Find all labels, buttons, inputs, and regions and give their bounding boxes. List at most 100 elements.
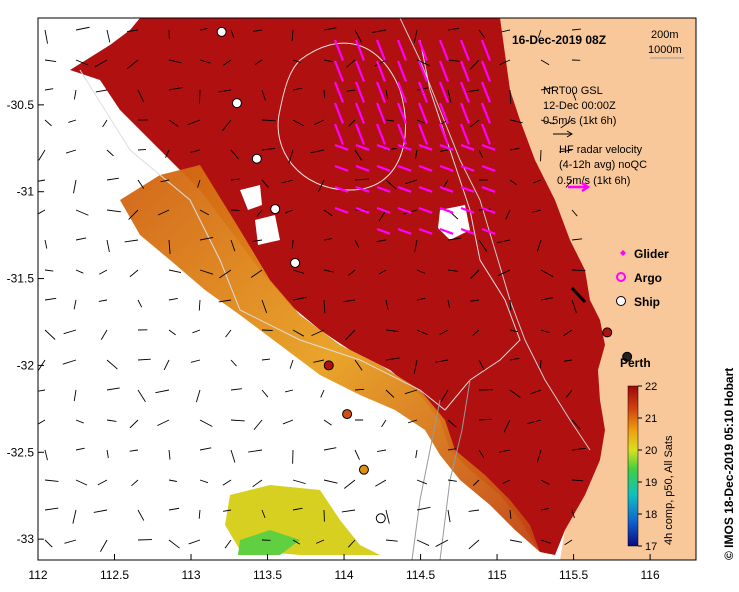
model-arrow (416, 297, 426, 301)
platform-legend-glider: Glider (634, 247, 669, 261)
model-arrow (248, 449, 263, 453)
model-arrow (198, 299, 201, 311)
model-arrow (313, 359, 325, 363)
model-arrow (413, 359, 418, 374)
model-arrow (75, 237, 87, 241)
radar-arrow (333, 81, 344, 103)
isobath-200m (399, 18, 591, 451)
model-arrow (509, 119, 523, 124)
radar-arrow (417, 39, 428, 61)
model-arrow (221, 119, 232, 132)
radar-arrow (438, 39, 449, 61)
model-arrow (530, 389, 542, 395)
model-arrow (385, 539, 398, 542)
model-arrow (536, 239, 542, 252)
radar-arrow (354, 60, 365, 82)
model-arrow (75, 419, 84, 424)
ship-position (231, 98, 242, 109)
model-arrow (252, 29, 263, 32)
radar-arrow (355, 206, 370, 214)
map-title: 16-Dec-2019 08Z (512, 33, 606, 47)
model-velocity-arrows (38, 26, 586, 552)
model-arrow (38, 149, 46, 161)
model-arrow (284, 389, 294, 393)
model-arrow (73, 299, 77, 310)
radar-arrow (480, 60, 491, 82)
model-arrow (73, 89, 77, 100)
model-arrow (93, 509, 108, 513)
model-arrow (354, 178, 369, 181)
model-legend-line2: 12-Dec 00:00Z (543, 100, 616, 112)
model-arrow (405, 179, 418, 185)
model-arrow (129, 449, 139, 452)
x-tick-label: 115 (487, 568, 506, 582)
model-arrow (199, 269, 214, 275)
model-arrow (75, 479, 88, 486)
radar-arrow (397, 185, 412, 193)
radar-arrow (439, 143, 454, 151)
x-axis-ticks: 112 112.5 113 113.5 114 114.5 115 115.5 116 (28, 554, 660, 582)
model-arrow (128, 209, 139, 220)
model-arrow (168, 269, 182, 273)
model-arrow (348, 119, 356, 127)
model-arrow (447, 59, 462, 63)
model-arrow (323, 209, 333, 217)
model-arrow (129, 269, 139, 278)
model-arrow (160, 179, 170, 183)
model-arrow (292, 329, 305, 337)
model-arrow (317, 179, 325, 193)
radar-arrow (396, 60, 407, 82)
radar-arrow (397, 164, 412, 172)
radar-arrow (480, 39, 491, 61)
model-arrow (288, 149, 294, 164)
model-arrow (68, 119, 77, 123)
model-arrow (571, 89, 577, 101)
model-arrow (416, 59, 430, 67)
model-arrow (168, 59, 182, 64)
radar-arrow (480, 123, 491, 145)
no-data-hole (240, 185, 470, 245)
model-arrow (75, 447, 85, 451)
model-arrow (571, 447, 586, 451)
model-arrow (502, 479, 511, 484)
model-arrow (343, 479, 356, 489)
model-arrow (106, 387, 120, 391)
model-arrow (472, 479, 480, 486)
model-arrow (106, 419, 117, 422)
radar-arrow (376, 164, 391, 172)
model-arrow (137, 389, 146, 402)
model-arrow (375, 479, 387, 487)
model-arrow (527, 419, 542, 424)
model-arrow (256, 209, 263, 217)
model-arrow (478, 29, 485, 39)
model-arrow (222, 479, 232, 486)
model-arrow (127, 29, 139, 33)
model-arrow (198, 89, 201, 104)
radar-arrow (459, 39, 470, 61)
radar-arrow (355, 164, 370, 172)
model-arrow (447, 237, 462, 241)
model-arrow (347, 539, 356, 548)
model-arrow (571, 479, 584, 482)
model-arrow (292, 539, 301, 545)
ship-position (358, 464, 369, 475)
model-arrow (44, 119, 52, 127)
radar-arrow (396, 39, 407, 61)
radar-arrow (333, 123, 344, 145)
model-arrow (536, 449, 542, 463)
radar-arrow (354, 102, 365, 124)
model-arrow (540, 59, 550, 66)
model-arrow (468, 539, 480, 550)
model-arrow (38, 389, 46, 392)
model-arrow (497, 269, 511, 277)
sst-front-zone (120, 165, 540, 552)
model-arrow (540, 479, 550, 485)
model-arrow (470, 119, 480, 128)
colorbar-tick-label: 17 (645, 541, 657, 553)
model-arrow (404, 389, 418, 395)
model-arrow (378, 269, 387, 275)
model-arrow (503, 419, 511, 433)
colorbar-label: 4h comp, p50, All Sats (663, 435, 675, 545)
land-western-australia (500, 18, 696, 560)
ship-position (375, 513, 386, 524)
